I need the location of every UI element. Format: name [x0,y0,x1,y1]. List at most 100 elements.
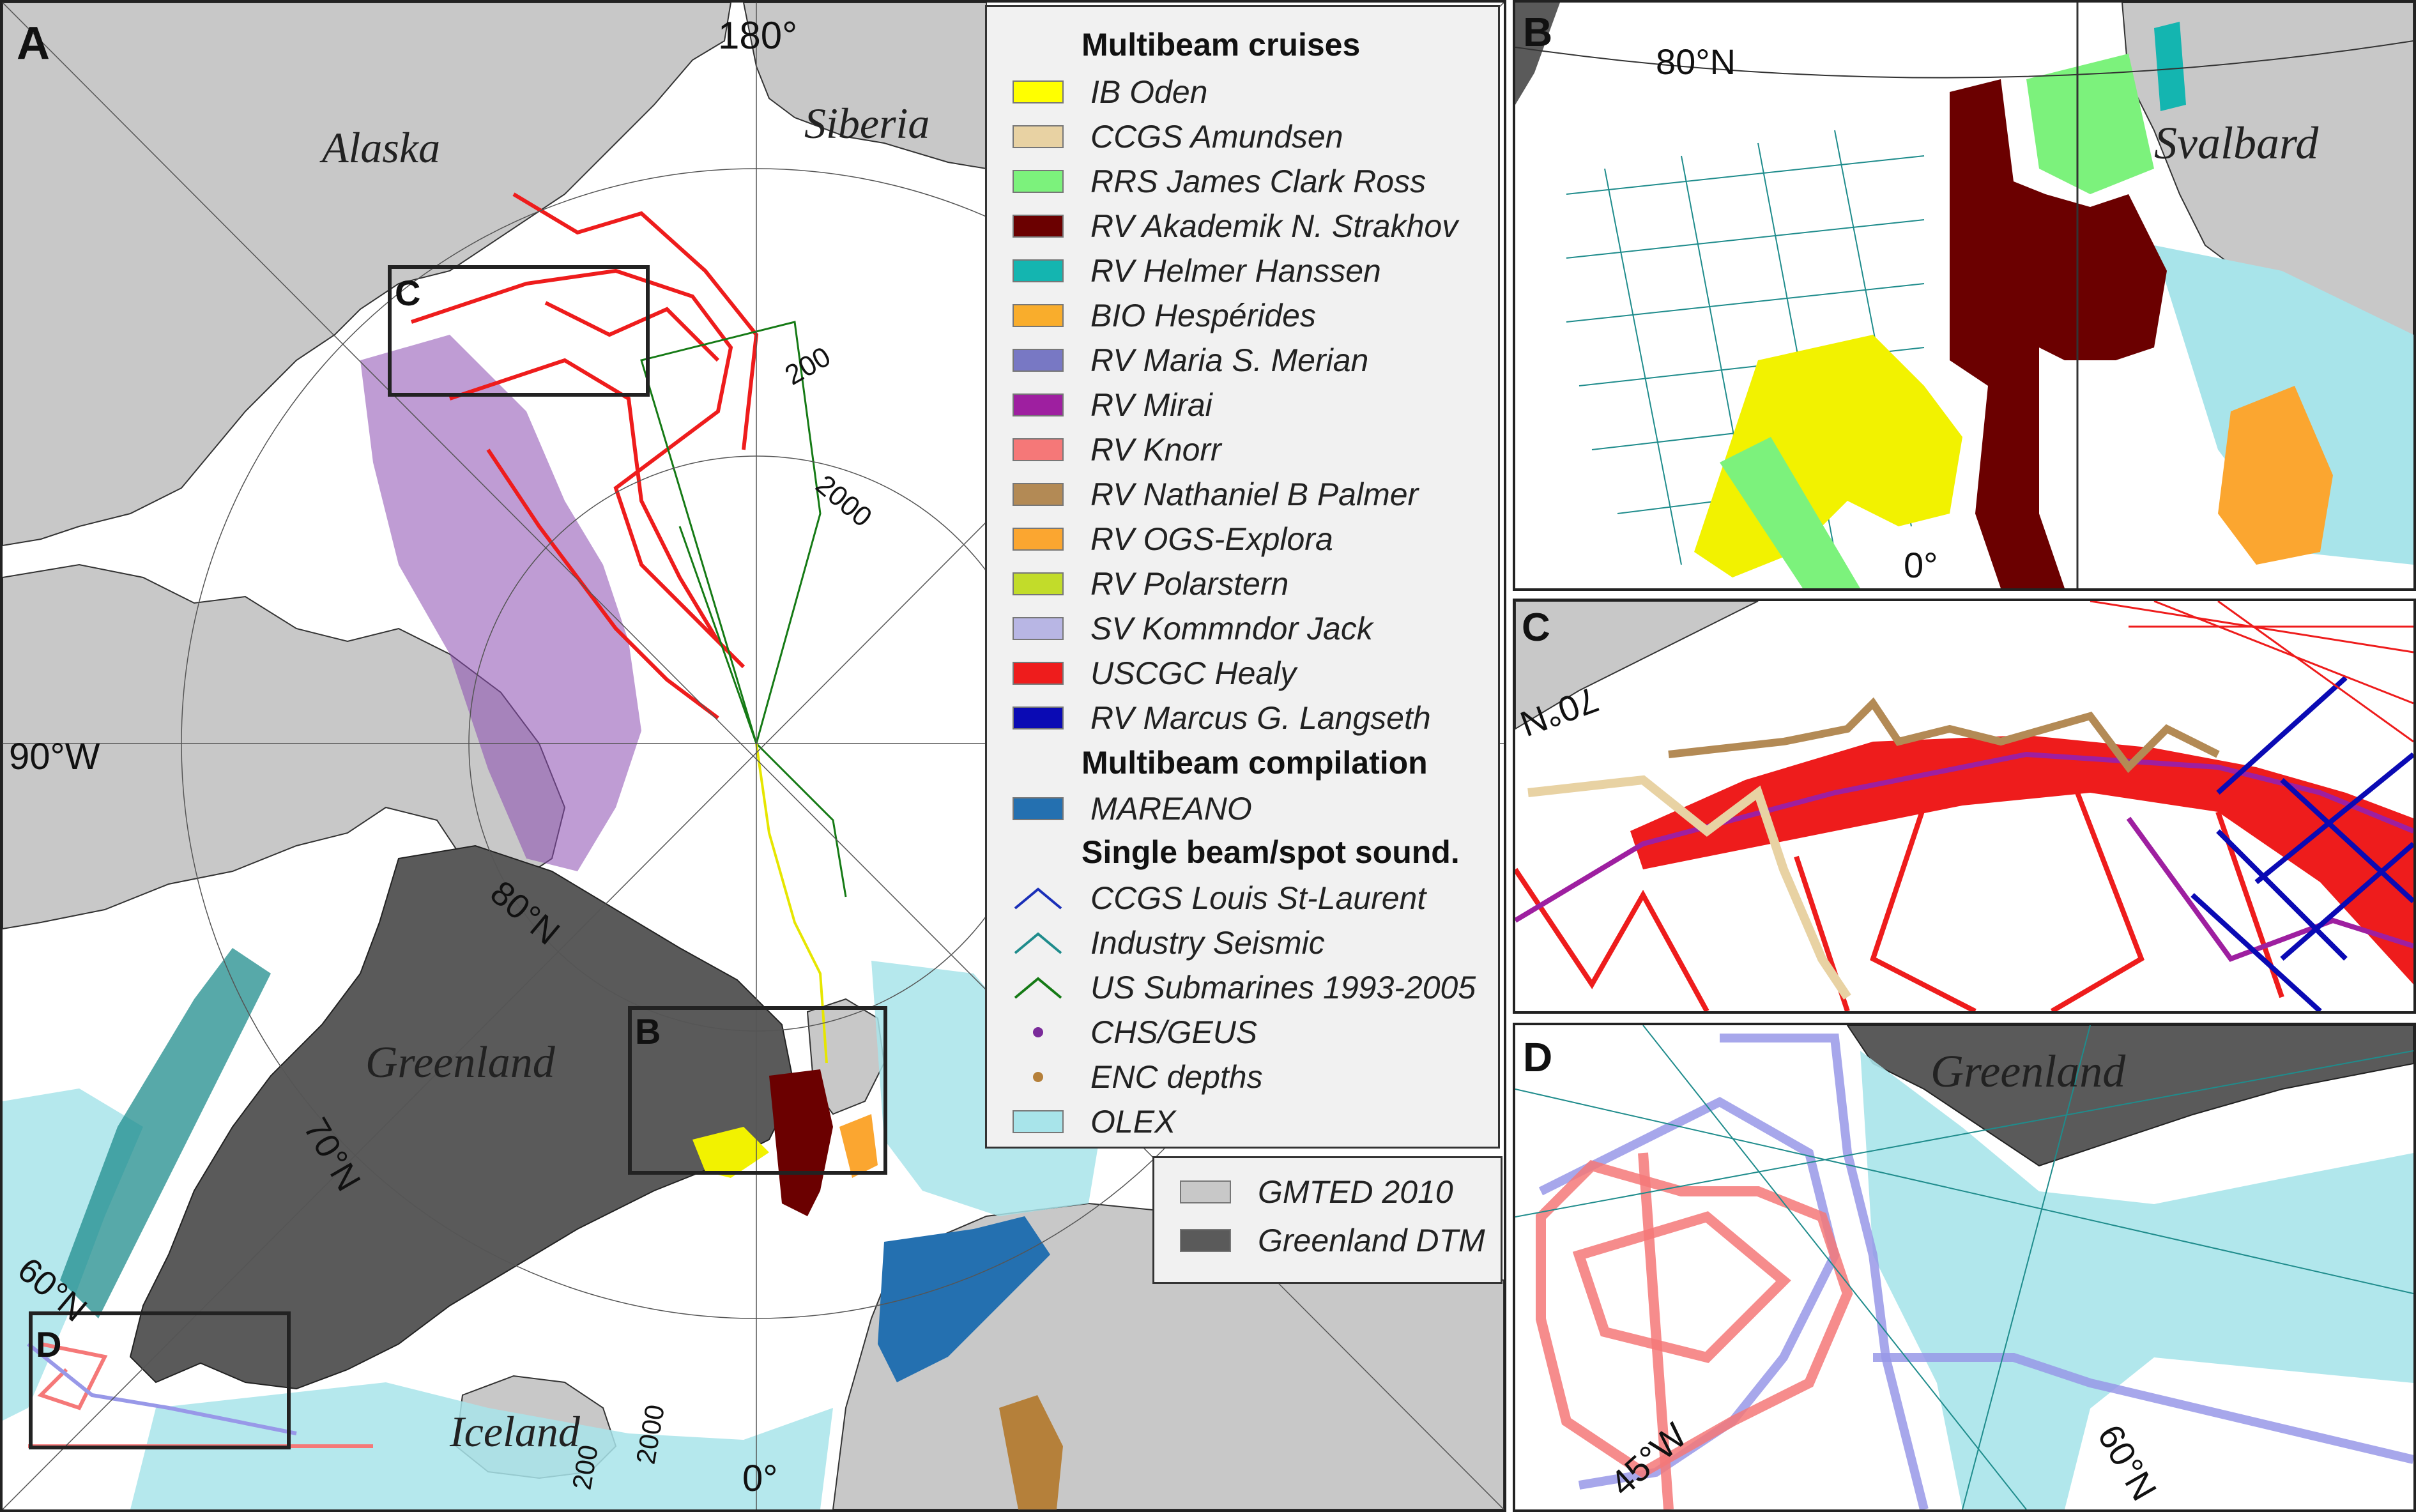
panel-b-lat-label: 80°N [1656,42,1736,82]
legend-dot-icon [1013,1019,1064,1045]
legend-line-icon [1013,885,1064,911]
legend-swatch [1013,483,1064,506]
legend-item: Greenland DTM [1154,1219,1485,1262]
healy-c-tracks [1515,791,2284,1011]
legend-swatch [1013,80,1064,103]
legend-item-label: BIO Hespérides [1090,298,1316,333]
panel-d-lat-label: 60°N [2090,1418,2165,1508]
inset-box-b[interactable] [628,1006,887,1175]
panel-c-chukchi-map: C 70°N [1513,599,2416,1014]
chs-geus-band [360,335,641,871]
legend-swatch [1013,528,1064,551]
legend-swatch [1013,572,1064,595]
legend-swatch [1013,215,1064,238]
legend-item: RRS James Clark Ross [987,160,1426,202]
mareano-coverage [878,1216,1050,1382]
helmer-hanssen-b [2154,22,2186,111]
legend-swatch [1180,1180,1231,1203]
legend-item-label: CCGS Amundsen [1090,119,1343,155]
jcr-b [1720,437,1860,588]
mirai-c-tracks [1515,751,2413,962]
legend-swatch [1013,304,1064,327]
explora-b [2218,386,2333,565]
legend-item: RV Marcus G. Langseth [987,697,1431,739]
inset-box-c[interactable] [388,265,650,397]
explora-coverage [839,1114,878,1178]
legend-swatch [1013,170,1064,193]
legend-item: RV Mirai [987,384,1212,426]
legend-item: US Submarines 1993-2005 [987,966,1476,1009]
lon-180-label: 180° [718,14,797,57]
legend-dot-icon [1013,1064,1064,1090]
legend-item-label: CCGS Louis St-Laurent [1090,880,1426,916]
panel-c-map-canvas: C 70°N [1515,601,2413,1011]
legend-item: RV Knorr [987,429,1221,471]
legend-swatch [1013,125,1064,148]
legend-swatch [1013,617,1064,640]
legend-item: RV Maria S. Merian [987,339,1368,381]
legend-multibeam-heading: Multibeam cruises [1082,27,1361,63]
industry-seismic-band [60,948,271,1318]
palmer-c-track [1668,697,2220,774]
alaska-land-c [1515,601,1759,730]
legend-item-label: RV Akademik N. Strakhov [1090,208,1458,244]
legend-item: SV Kommndor Jack [987,607,1373,650]
panel-c-letter: C [1522,606,1550,650]
panel-d-greenland-label: Greenland [1931,1046,2126,1097]
legend-item: ENC depths [987,1056,1263,1098]
greenland-corner-b [1515,3,1560,105]
kommandor-track [27,1342,297,1435]
legend-item-label: RRS James Clark Ross [1090,164,1426,199]
legend-singlebeam-heading: Single beam/spot sound. [1082,834,1460,870]
greenland-land [129,844,796,1390]
legend-item: RV OGS-Explora [987,518,1333,560]
legend-swatch [1013,393,1064,416]
oden-box-b [692,1127,769,1178]
legend-item: RV Polarstern [987,563,1288,605]
legend-item: BIO Hespérides [987,294,1316,337]
healy-tracks [411,192,759,720]
legend-swatch [1013,349,1064,372]
legend-item: OLEX [987,1101,1175,1143]
legend-item: CCGS Louis St-Laurent [987,877,1426,919]
legend-topography-panel: GMTED 2010 Greenland DTM [1152,1156,1502,1284]
legend-item: GMTED 2010 [1154,1171,1453,1213]
legend-item: MAREANO [987,788,1252,830]
jcr-b-2 [2026,54,2154,194]
contour-200-label-a: 200 [780,341,836,392]
legend-item-label: Industry Seismic [1090,925,1325,961]
legend-line-icon [1013,930,1064,956]
lon-90w-label: 90°W [9,736,100,777]
panel-d-south-greenland-map: D Greenland 45°W 60°N [1513,1023,2416,1512]
panel-b-map-canvas: B 80°N 0° Svalbard [1515,3,2413,588]
legend-item: RV Helmer Hanssen [987,250,1381,292]
legend-item-label: USCGC Healy [1090,655,1297,691]
legend-item-label: US Submarines 1993-2005 [1090,970,1476,1005]
legend-swatch [1013,797,1064,820]
legend-item-label: Greenland DTM [1258,1223,1485,1258]
siberia-label: Siberia [804,99,929,148]
inset-box-c-label: C [395,273,420,313]
legend-item-label: RV Helmer Hanssen [1090,253,1381,289]
langseth-c-grid [2190,676,2413,1011]
panel-d-map-canvas: D Greenland 45°W 60°N [1515,1025,2413,1509]
inset-box-d[interactable] [29,1311,291,1449]
legend-item: IB Oden [987,71,1207,113]
legend-item-label: RV Marcus G. Langseth [1090,700,1431,736]
legend-item-label: RV Mirai [1090,387,1212,423]
legend-item-label: RV Maria S. Merian [1090,342,1369,378]
panel-b-letter: B [1523,9,1552,55]
oden-track [755,743,828,1064]
legend-line-icon [1013,975,1064,1000]
legend-swatch [1180,1229,1231,1252]
legend-compilation-heading: Multibeam compilation [1082,745,1428,781]
legend-item: USCGC Healy [987,652,1296,694]
olex-d [1860,1051,2413,1509]
legend-item-label: RV Knorr [1090,432,1221,468]
alaska-land [3,3,732,547]
legend-item-label: OLEX [1090,1104,1176,1140]
legend-item: RV Akademik N. Strakhov [987,205,1458,247]
legend-item-label: ENC depths [1090,1059,1263,1095]
legend-item-label: MAREANO [1090,791,1252,827]
legend-item: Industry Seismic [987,922,1325,964]
